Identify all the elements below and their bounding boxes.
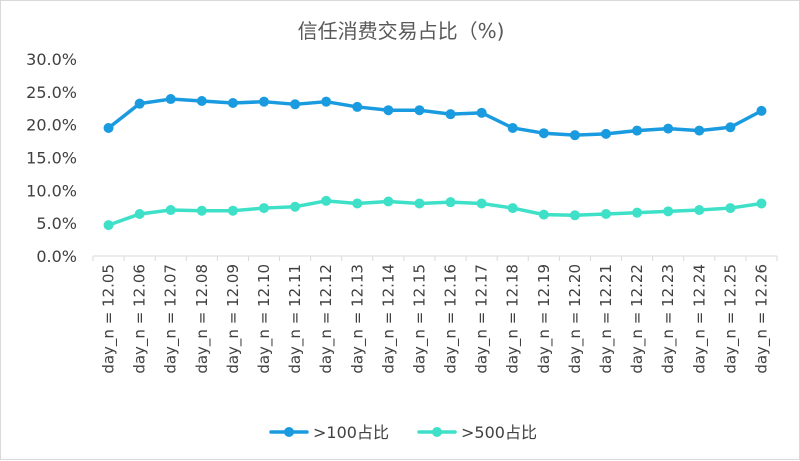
data-point xyxy=(103,220,114,231)
x-tick-label: day_n = 12.24 xyxy=(690,264,709,374)
x-tick-label: day_n = 12.22 xyxy=(628,264,647,374)
x-tick-label: day_n = 12.10 xyxy=(255,264,274,374)
x-tick-label: day_n = 12.19 xyxy=(535,264,554,374)
data-point xyxy=(756,198,767,209)
data-point xyxy=(352,101,363,112)
data-point xyxy=(601,208,611,219)
data-point xyxy=(196,96,207,107)
y-tick-label: 15.0% xyxy=(26,149,77,168)
x-tick-label: day_n = 12.12 xyxy=(317,264,336,374)
x-tick-label: day_n = 12.21 xyxy=(597,264,616,374)
data-point xyxy=(476,107,487,118)
data-point xyxy=(632,207,643,218)
x-tick-label: day_n = 12.18 xyxy=(504,264,523,374)
data-point xyxy=(196,205,207,216)
y-tick-label: 20.0% xyxy=(26,116,77,135)
x-tick-label: day_n = 12.11 xyxy=(286,264,305,374)
x-tick-label: day_n = 12.14 xyxy=(379,264,398,374)
x-tick-label: day_n = 12.17 xyxy=(473,264,492,374)
y-tick-label: 10.0% xyxy=(26,181,77,200)
x-tick-label: day_n = 12.07 xyxy=(162,264,181,374)
data-point xyxy=(663,206,674,217)
x-tick-label: day_n = 12.26 xyxy=(752,264,771,374)
data-point xyxy=(445,197,456,208)
x-tick-label: day_n = 12.15 xyxy=(410,264,429,374)
data-point xyxy=(507,122,518,133)
x-tick-label: day_n = 12.05 xyxy=(100,264,119,374)
y-tick-label: 30.0% xyxy=(26,50,77,69)
data-point xyxy=(601,128,611,139)
data-point xyxy=(725,203,736,214)
data-point xyxy=(321,195,332,206)
y-tick-label: 25.0% xyxy=(26,83,77,102)
series-1 xyxy=(103,94,767,141)
legend: >100占比 >500占比 xyxy=(269,423,537,442)
x-tick-label: day_n = 12.09 xyxy=(224,264,243,374)
data-point xyxy=(663,123,674,134)
legend-label: >100占比 xyxy=(313,423,389,442)
data-point xyxy=(259,203,269,214)
data-point xyxy=(507,203,518,214)
data-point xyxy=(538,128,549,139)
legend-label: >500占比 xyxy=(461,423,537,442)
data-point xyxy=(290,99,301,110)
data-point xyxy=(352,198,363,209)
data-point xyxy=(383,196,394,207)
series-line xyxy=(106,199,764,227)
data-point xyxy=(538,209,549,220)
data-point xyxy=(165,94,176,105)
y-tick-label: 0.0% xyxy=(36,247,77,266)
series-layer xyxy=(103,94,767,231)
x-tick-label: day_n = 12.08 xyxy=(193,264,212,374)
data-point xyxy=(694,125,705,136)
data-point xyxy=(383,105,394,116)
chart-title: 信任消费交易占比（%) xyxy=(297,19,505,43)
data-point xyxy=(134,98,145,109)
data-point xyxy=(569,210,580,221)
y-axis: 0.0% 5.0% 10.0% 15.0% 20.0% 25.0% 30.0% xyxy=(26,50,77,266)
x-axis: day_n = 12.05 day_n = 12.06 day_n = 12.07 d… xyxy=(92,255,778,374)
data-point xyxy=(259,96,269,107)
x-tick-label: day_n = 12.20 xyxy=(566,264,585,374)
data-point xyxy=(134,208,145,219)
data-point xyxy=(632,125,643,136)
data-point xyxy=(694,205,705,216)
data-point xyxy=(756,105,767,116)
data-point xyxy=(227,205,238,216)
x-tick-label: day_n = 12.25 xyxy=(721,264,740,374)
data-point xyxy=(725,122,736,133)
data-point xyxy=(227,97,238,108)
series-2 xyxy=(103,195,767,231)
series-line xyxy=(106,97,764,137)
data-point xyxy=(103,122,114,133)
legend-swatch-marker xyxy=(432,427,442,437)
x-tick-label: day_n = 12.16 xyxy=(442,264,461,374)
data-point xyxy=(445,109,456,120)
data-point xyxy=(165,205,176,216)
legend-swatch-marker xyxy=(284,427,294,437)
data-point xyxy=(414,198,425,209)
y-tick-label: 5.0% xyxy=(36,214,77,233)
data-point xyxy=(569,130,580,141)
data-point xyxy=(476,198,487,209)
data-point xyxy=(290,201,301,212)
legend-item: >100占比 xyxy=(269,423,389,442)
x-tick-label: day_n = 12.13 xyxy=(348,264,367,374)
x-tick-label: day_n = 12.06 xyxy=(131,264,150,374)
x-tick-label: day_n = 12.23 xyxy=(659,264,678,374)
data-point xyxy=(414,105,425,116)
data-point xyxy=(321,96,332,107)
legend-item: >500占比 xyxy=(417,423,537,442)
